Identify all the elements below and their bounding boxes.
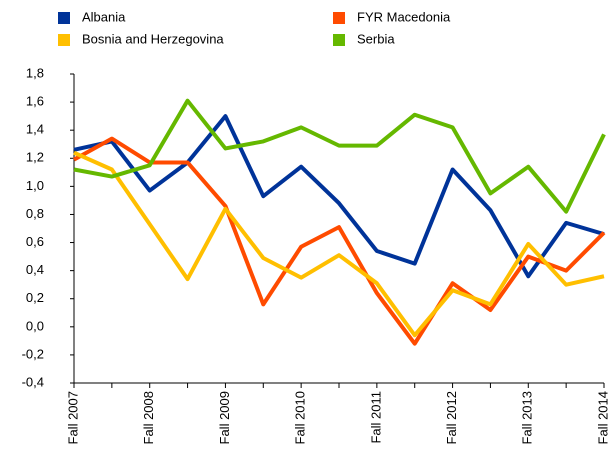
x-tick-label: Fall 2012	[444, 391, 459, 444]
series-line	[73, 98, 606, 214]
legend-label: Bosnia and Herzegovina	[82, 31, 224, 46]
y-tick-label: 0,2	[26, 290, 44, 305]
y-tick-label: 0,0	[26, 318, 44, 333]
y-tick-label: 1,6	[26, 94, 44, 109]
series-line	[73, 136, 606, 346]
x-tick-label: Fall 2010	[293, 391, 308, 444]
legend-label: Albania	[82, 9, 126, 24]
legend-swatch	[333, 34, 345, 46]
legend-label: Serbia	[357, 31, 395, 46]
series-line	[73, 114, 605, 279]
y-tick-label: 0,8	[26, 206, 44, 221]
y-tick-label: 0,6	[26, 234, 44, 249]
x-tick-label: Fall 2013	[520, 391, 535, 444]
y-tick-label: 1,0	[26, 178, 44, 193]
x-tick-label: Fall 2014	[595, 391, 610, 444]
x-tick-label: Fall 2009	[217, 391, 232, 444]
y-tick-label: 1,8	[26, 65, 44, 80]
legend-swatch	[58, 12, 70, 24]
y-tick-label: 0,4	[26, 262, 44, 277]
x-tick-label: Fall 2011	[368, 391, 383, 444]
y-tick-label: -0,2	[22, 346, 44, 361]
x-tick-label: Fall 2008	[141, 391, 156, 444]
legend-label: FYR Macedonia	[357, 9, 451, 24]
y-tick-label: 1,2	[26, 150, 44, 165]
legend-swatch	[333, 12, 345, 24]
series-line	[73, 150, 605, 338]
x-tick-label: Fall 2007	[65, 391, 80, 444]
y-tick-label: 1,4	[26, 122, 44, 137]
y-tick-label: -0,4	[22, 374, 44, 389]
legend-swatch	[58, 34, 70, 46]
